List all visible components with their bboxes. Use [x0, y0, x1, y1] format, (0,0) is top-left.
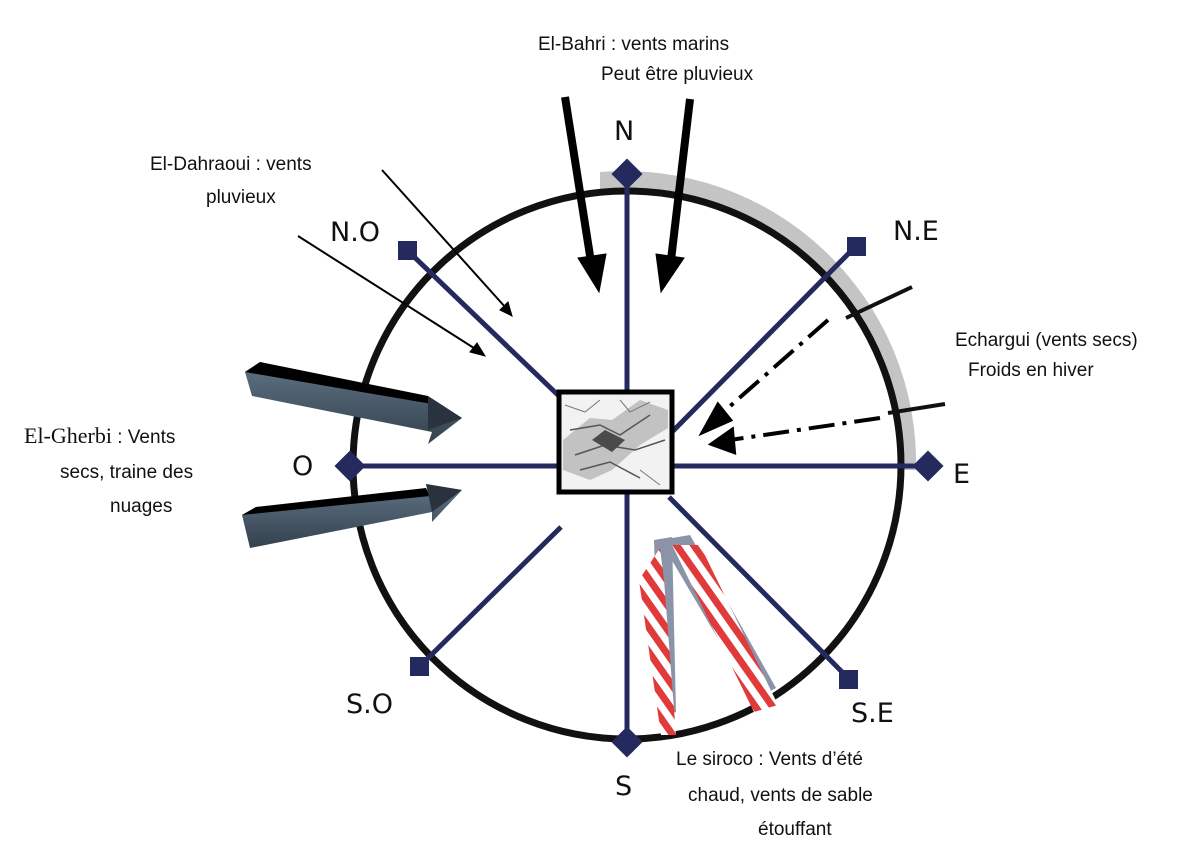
bahri-arrows: [561, 96, 694, 294]
gherbi-label-line3: nuages: [110, 496, 172, 517]
bahri-label-line1: El-Bahri : vents marins: [538, 34, 729, 55]
direction-north-label: N: [614, 116, 634, 147]
siroco-label-line3: étouffant: [758, 819, 832, 840]
spoke-north-west: [406, 249, 562, 399]
marker-south-west: [410, 657, 429, 676]
siroco-label-line1: Le siroco : Vents d’été: [676, 749, 863, 770]
gherbi-line1-rest: : Vents: [112, 427, 175, 448]
direction-north-east-label: N.E: [893, 216, 939, 247]
echargui-label-line1: Echargui (vents secs): [955, 330, 1138, 351]
echargui-arrows: [698, 318, 881, 455]
spoke-north-east: [670, 244, 858, 434]
gherbi-label-line1: El-Gherbi : Vents: [24, 423, 175, 448]
marker-east: [912, 450, 944, 482]
tick-mark: [887, 402, 946, 415]
dahraoui-arrows: [297, 169, 513, 357]
marker-south: [611, 726, 643, 758]
dahraoui-label-line2: pluvieux: [206, 187, 276, 208]
tick-mark: [845, 285, 913, 320]
spoke-south-west: [418, 525, 563, 668]
direction-south-label: S: [615, 771, 632, 802]
direction-south-west-label: S.O: [346, 689, 393, 720]
direction-south-east-label: S.E: [851, 698, 894, 729]
marker-north-west: [398, 241, 417, 260]
marker-west: [334, 450, 366, 482]
direction-west-label: O: [292, 451, 313, 482]
spoke-south-east: [667, 495, 851, 681]
center-map-image: [556, 389, 675, 495]
siroco-label-line2: chaud, vents de sable: [688, 785, 873, 806]
marker-north-east: [847, 237, 866, 256]
gherbi-label-line2: secs, traine des: [60, 462, 193, 483]
siroco-arrows: [639, 535, 778, 735]
direction-north-west-label: N.O: [330, 217, 380, 248]
dahraoui-label-line1: El-Dahraoui : vents: [150, 154, 312, 175]
echargui-label-line2: Froids en hiver: [968, 360, 1094, 381]
bahri-label-line2: Peut être pluvieux: [601, 64, 754, 85]
direction-east-label: E: [953, 459, 970, 490]
gherbi-arrows: [242, 362, 462, 548]
compass-spokes: [350, 178, 928, 745]
marker-south-east: [839, 670, 858, 689]
gherbi-name: El-Gherbi: [24, 423, 112, 448]
